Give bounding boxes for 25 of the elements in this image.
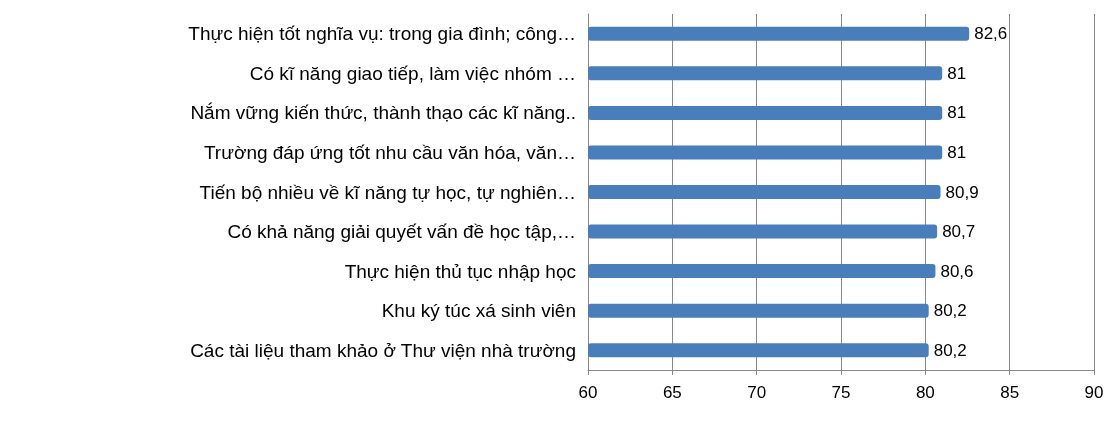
y-tick-label: Trường đáp ứng tốt nhu cầu văn hóa, văn… — [203, 141, 576, 163]
data-label: 81 — [947, 103, 967, 123]
y-tick-label: Các tài liệu tham khảo ở Thư viện nhà trường — [190, 339, 576, 361]
x-tick-label: 85 — [1000, 383, 1020, 402]
y-tick-label: Thực hiện tốt nghĩa vụ: trong gia đình; công… — [188, 23, 576, 45]
data-label: 80,2 — [933, 340, 967, 360]
y-tick-label: Có kĩ năng giao tiếp, làm việc nhóm … — [249, 62, 576, 84]
data-label: 81 — [947, 142, 967, 162]
y-tick-label: Tiến bộ nhiều về kĩ năng tự học, tự nghiên… — [199, 181, 576, 203]
data-label: 80,9 — [945, 182, 979, 202]
data-label: 80,7 — [942, 222, 976, 242]
y-tick-label: Khu ký túc xá sinh viên — [381, 300, 576, 322]
data-label: 81 — [947, 63, 967, 83]
x-tick-label: 80 — [915, 383, 935, 402]
x-tick-label: 90 — [1084, 383, 1104, 402]
x-tick-label: 65 — [662, 383, 682, 402]
y-tick-label: Nắm vững kiến thức, thành thạo các kĩ năng.. — [190, 102, 576, 124]
y-tick-label: Có khả năng giải quyết vấn đề học tập,… — [227, 221, 576, 243]
x-tick-label: 60 — [578, 383, 598, 402]
x-tick-label: 70 — [747, 383, 767, 402]
y-tick-label: Thực hiện thủ tục nhập học — [344, 260, 576, 282]
data-label: 82,6 — [974, 24, 1008, 44]
data-label: 80,2 — [933, 301, 967, 321]
data-label: 80,6 — [940, 261, 974, 281]
x-tick-label: 75 — [831, 383, 851, 402]
